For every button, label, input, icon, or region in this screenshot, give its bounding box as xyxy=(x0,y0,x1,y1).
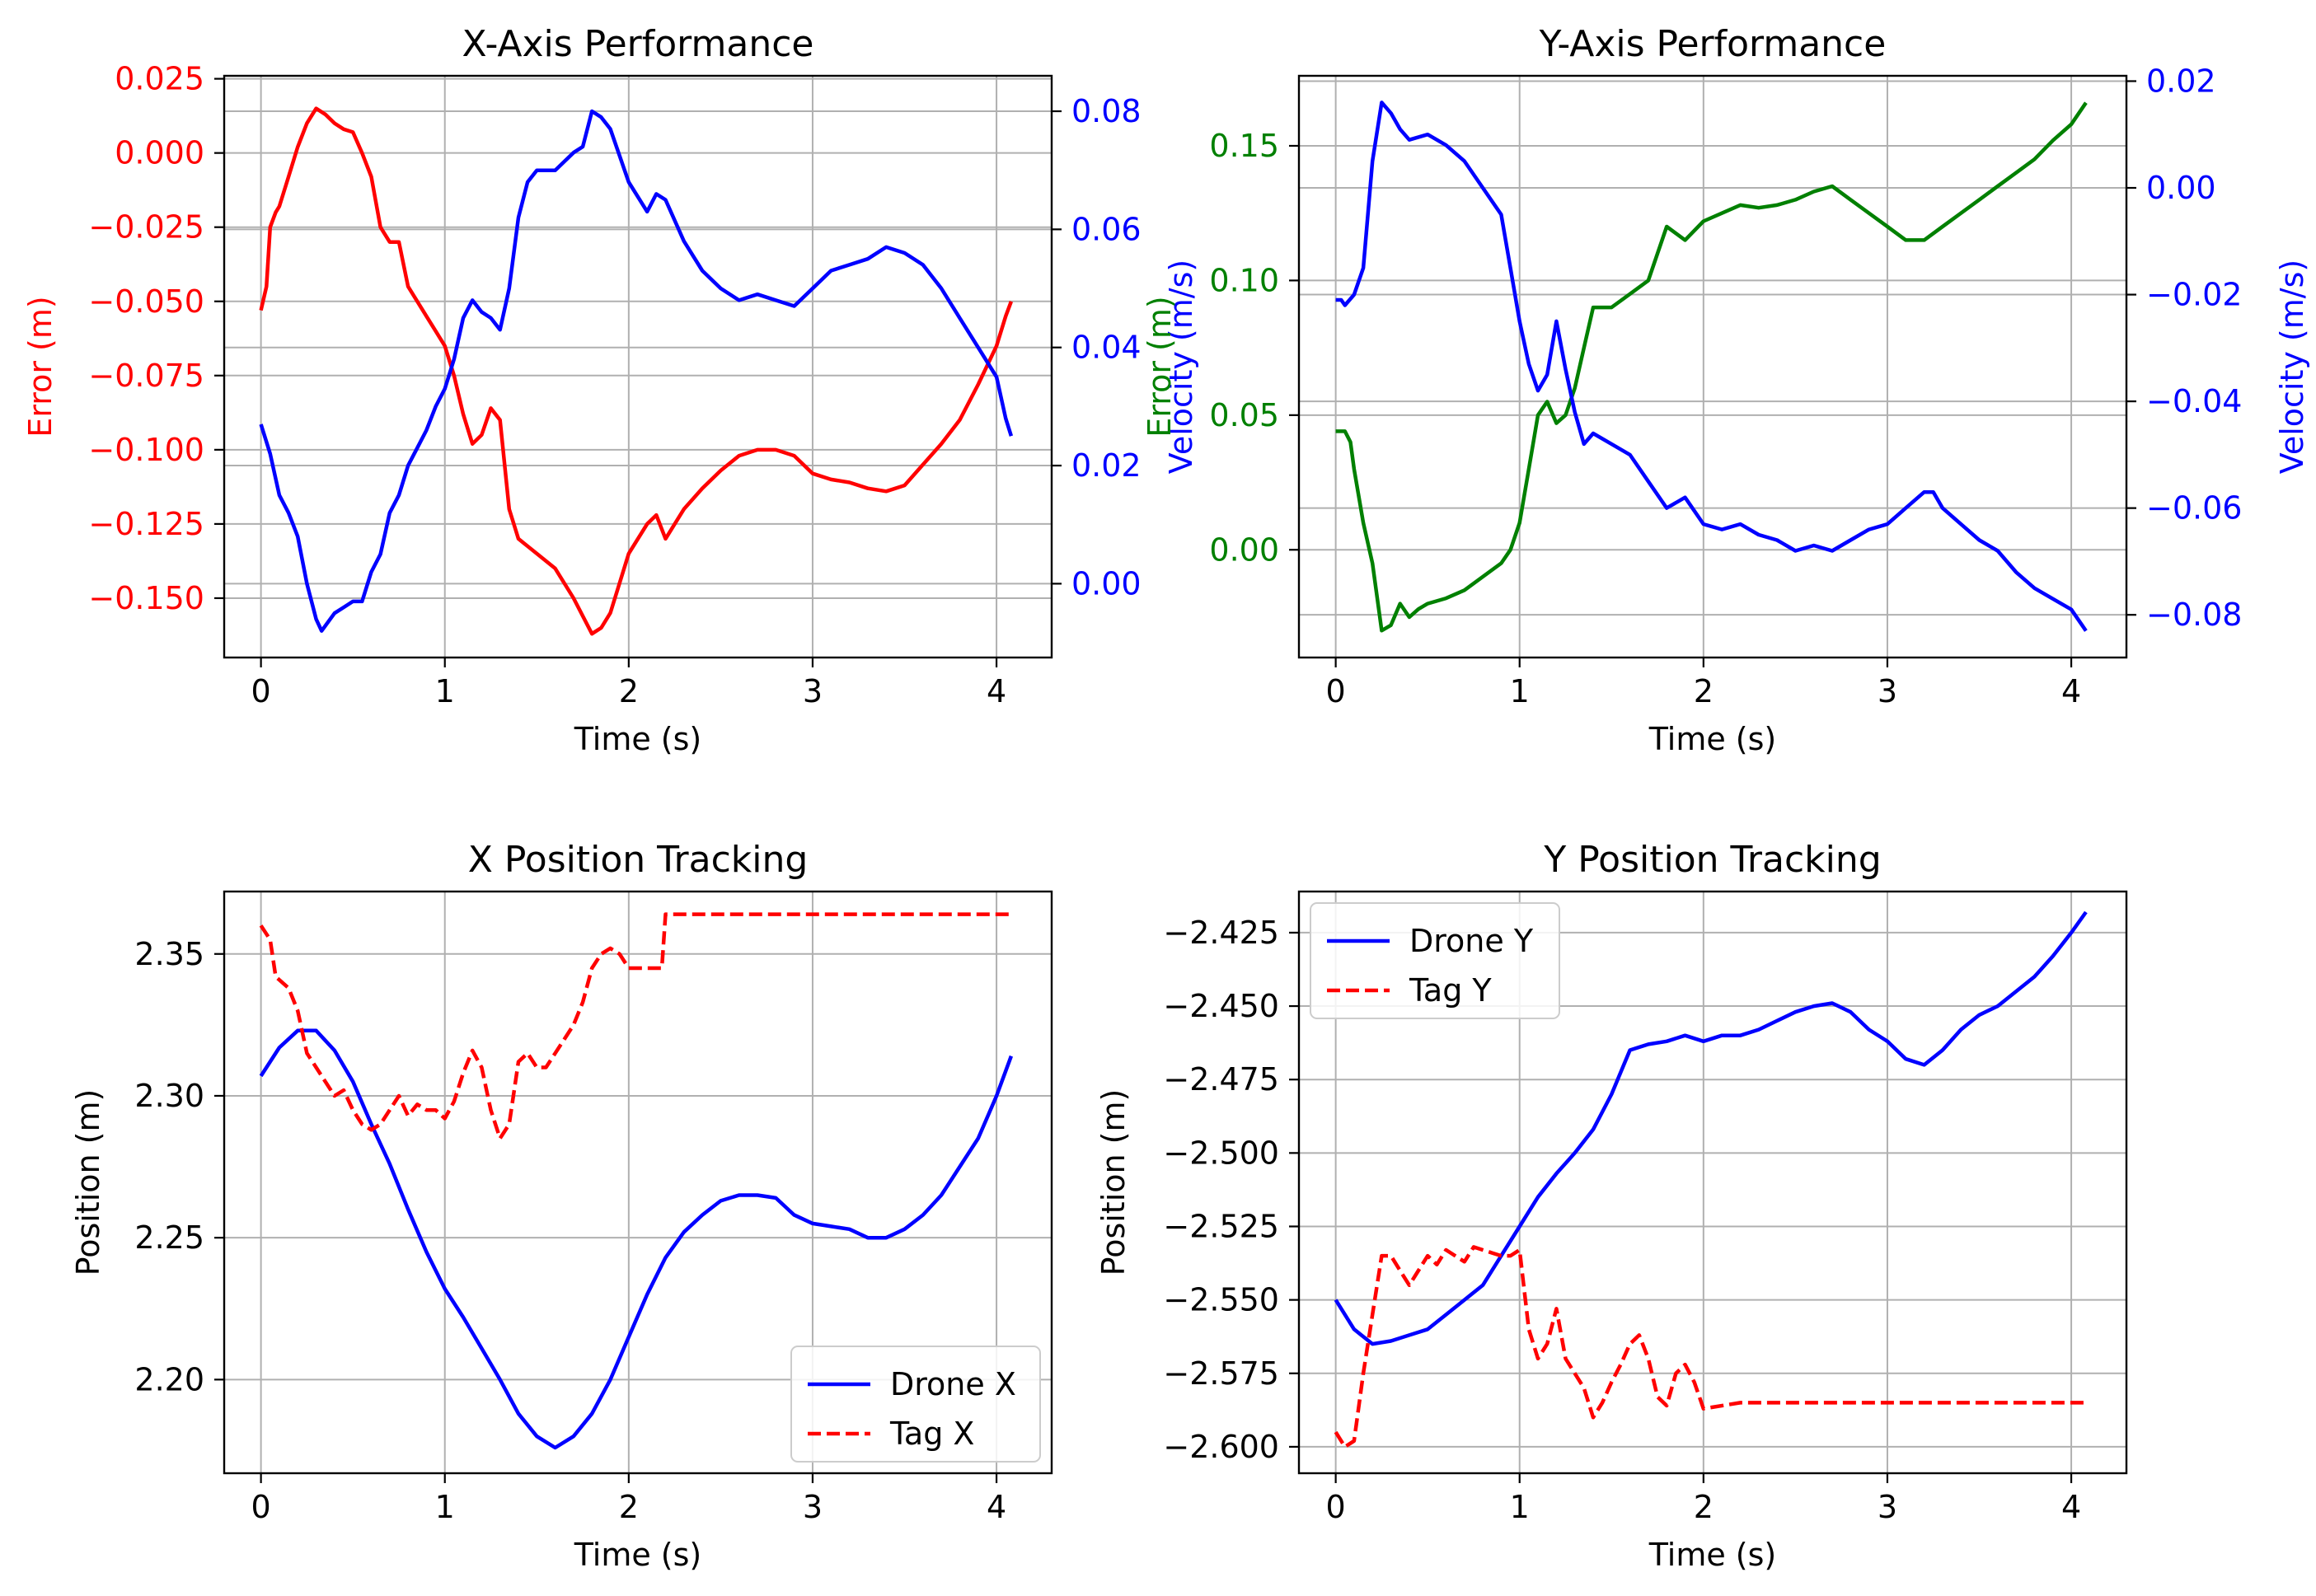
x-tick-label: 1 xyxy=(1510,673,1530,709)
y-tick-label: 0.10 xyxy=(1209,262,1279,298)
y-tick-label: −2.425 xyxy=(1163,915,1279,951)
chart-title: X Position Tracking xyxy=(468,839,809,881)
y-tick-label: −0.100 xyxy=(88,432,204,468)
x-tick-label: 1 xyxy=(435,1489,455,1525)
x-tick-label: 0 xyxy=(1326,1489,1346,1525)
y-tick-label: 0.05 xyxy=(1209,397,1279,433)
y-tick-label: −2.500 xyxy=(1163,1135,1279,1171)
x-tick-label: 1 xyxy=(1510,1489,1530,1525)
series-line-tag-y xyxy=(1334,1245,2086,1449)
series-line-drone-x xyxy=(259,1028,1014,1450)
series-line-right-axis xyxy=(259,109,1014,633)
y-axis-label: Position (m) xyxy=(1095,1089,1132,1276)
y-right-axis-label: Velocity (m/s) xyxy=(2274,260,2310,474)
x-tick-label: 3 xyxy=(803,673,823,709)
y-right-tick-label: −0.06 xyxy=(2146,490,2242,527)
x-tick-label: 2 xyxy=(1694,1489,1714,1525)
y-tick-label: −0.050 xyxy=(88,283,204,320)
y-tick-label: 0.00 xyxy=(1209,531,1279,568)
y-tick-label: −2.525 xyxy=(1163,1208,1279,1244)
y-right-tick-label: 0.08 xyxy=(1071,93,1142,129)
x-axis-label: Time (s) xyxy=(1648,1537,1777,1573)
y-right-tick-label: −0.08 xyxy=(2146,597,2242,633)
series-line-tag-x xyxy=(259,912,1011,1140)
series-line-left-axis xyxy=(1335,101,2088,633)
y-axis-label: Error (m) xyxy=(1142,296,1178,437)
y-right-tick-label: 0.00 xyxy=(1071,565,1142,601)
y-tick-label: 0.000 xyxy=(115,135,204,171)
y-tick-label: 2.35 xyxy=(134,936,204,972)
series-line-drone-y xyxy=(1334,910,2088,1346)
chart-panel-1: 0 1 2 3 4 −0.150 −0.125 −0.100 −0.075 −0.050 −0.02… xyxy=(22,23,1199,757)
y-right-tick-label: −0.04 xyxy=(2146,383,2242,419)
chart-panel-2: 0 1 2 3 4 0.00 0.05 0.10 0.15 −0.08 −0.06 −0.04 −0.0… xyxy=(1142,23,2310,757)
y-tick-label: −2.475 xyxy=(1163,1061,1279,1098)
x-axis-label: Time (s) xyxy=(1648,721,1777,757)
y-right-axis-label: Velocity (m/s) xyxy=(1163,260,1199,474)
y-axis-label: Position (m) xyxy=(70,1089,106,1276)
y-right-tick-label: 0.02 xyxy=(1071,447,1142,484)
y-tick-label: −0.125 xyxy=(88,506,204,542)
y-right-tick-label: 0.02 xyxy=(2146,63,2216,99)
plot-frame xyxy=(223,890,1053,1475)
x-tick-label: 2 xyxy=(1694,673,1714,709)
chart-panel-3: 0 1 2 3 4 2.20 2.25 2.30 2.35 X Position Tracking… xyxy=(70,839,1053,1573)
x-tick-label: 2 xyxy=(619,1489,639,1525)
x-tick-label: 2 xyxy=(619,673,639,709)
legend: Drone X Tag X xyxy=(790,1346,1041,1463)
y-tick-label: −0.075 xyxy=(88,358,204,394)
y-tick-label: 2.30 xyxy=(134,1078,204,1114)
chart-title: Y Position Tracking xyxy=(1543,839,1881,881)
y-tick-label: −0.025 xyxy=(88,209,204,246)
x-tick-label: 4 xyxy=(987,1489,1006,1525)
y-tick-label: −2.600 xyxy=(1163,1429,1279,1465)
x-tick-label: 3 xyxy=(1878,673,1897,709)
y-right-tick-label: 0.00 xyxy=(2146,170,2216,206)
legend: Drone Y Tag Y xyxy=(1310,902,1560,1019)
y-right-tick-label: −0.02 xyxy=(2146,277,2242,313)
x-tick-label: 0 xyxy=(1326,673,1346,709)
legend-label-drone-x: Drone X xyxy=(890,1366,1016,1402)
y-right-tick-label: 0.06 xyxy=(1071,211,1142,247)
y-right-tick-label: 0.04 xyxy=(1071,330,1142,366)
x-tick-label: 3 xyxy=(803,1489,823,1525)
series-line-left-axis xyxy=(259,106,1014,636)
legend-label-tag-x: Tag X xyxy=(889,1416,974,1452)
x-axis-label: Time (s) xyxy=(574,1537,702,1573)
plot-frame xyxy=(223,74,1053,659)
y-axis-label: Error (m) xyxy=(22,296,59,437)
plot-frame xyxy=(1297,890,2128,1475)
plot-frame xyxy=(1297,74,2128,659)
legend-label-tag-y: Tag Y xyxy=(1409,972,1492,1009)
x-tick-label: 3 xyxy=(1878,1489,1897,1525)
x-tick-label: 0 xyxy=(251,1489,271,1525)
y-tick-label: −2.550 xyxy=(1163,1282,1279,1318)
x-tick-label: 4 xyxy=(2061,1489,2081,1525)
y-tick-label: −2.575 xyxy=(1163,1355,1279,1392)
x-tick-label: 4 xyxy=(2061,673,2081,709)
chart-title: Y-Axis Performance xyxy=(1539,23,1887,65)
y-tick-label: 2.25 xyxy=(134,1219,204,1256)
chart-title: X-Axis Performance xyxy=(462,23,814,65)
x-tick-label: 1 xyxy=(435,673,455,709)
legend-label-drone-y: Drone Y xyxy=(1409,923,1534,959)
y-tick-label: −2.450 xyxy=(1163,988,1279,1024)
x-tick-label: 4 xyxy=(987,673,1006,709)
x-axis-label: Time (s) xyxy=(574,721,702,757)
y-tick-label: 2.20 xyxy=(134,1361,204,1397)
series-line-right-axis xyxy=(1335,101,2088,632)
chart-panel-4: 0 1 2 3 4 −2.600 −2.575 −2.550 −2.525 −2.500 −2.47… xyxy=(1095,839,2128,1573)
y-tick-label: 0.025 xyxy=(115,61,204,97)
y-tick-label: 0.15 xyxy=(1209,128,1279,164)
x-tick-label: 0 xyxy=(251,673,271,709)
y-tick-label: −0.150 xyxy=(88,580,204,616)
